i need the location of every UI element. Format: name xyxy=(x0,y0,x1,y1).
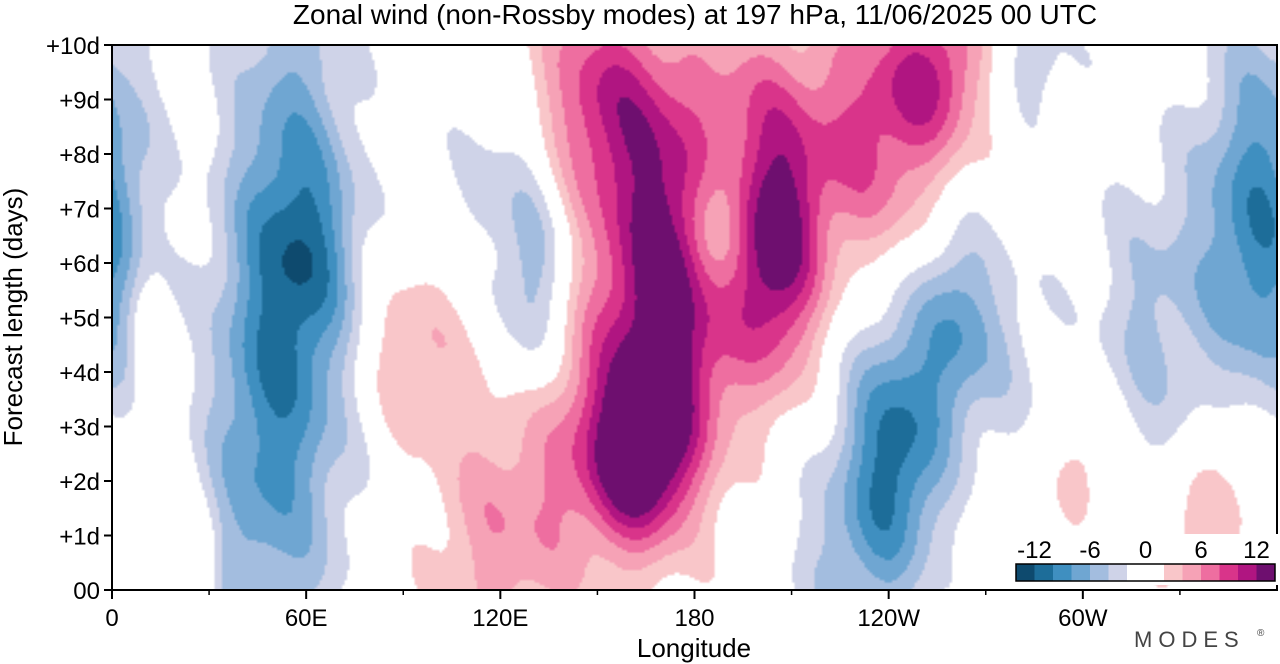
y-tick-label-8: +8d xyxy=(59,142,100,169)
x-tick-label-0: 0 xyxy=(105,605,118,632)
colorbar-swatch-5 xyxy=(1108,564,1128,581)
x-tick-label-2: 120E xyxy=(472,605,528,632)
y-axis: 00 +1d +2d +3d +4d +5d +6d +7d +8d +9d +10d xyxy=(46,33,112,605)
colorbar-frame xyxy=(1015,563,1276,582)
y-axis-label: Forecast length (days) xyxy=(0,188,28,447)
y-tick-label-1: +1d xyxy=(59,524,100,551)
x-tick-label-4: 120W xyxy=(857,605,920,632)
y-tick-label-9: +9d xyxy=(59,88,100,115)
colorbar-swatch-0 xyxy=(1016,564,1035,581)
y-tick-label-3: +3d xyxy=(59,415,100,442)
colorbar-swatch-11 xyxy=(1238,564,1257,581)
colorbar-swatch-10 xyxy=(1219,564,1239,581)
colorbar-swatch-3 xyxy=(1071,564,1091,581)
brand-logo: MODES ® xyxy=(1134,627,1265,652)
x-axis-label: Longitude xyxy=(637,633,751,663)
y-tick-label-7: +7d xyxy=(59,197,100,224)
colorbar-tick-label-3: 6 xyxy=(1194,537,1207,564)
colorbar-tick-label-0: -12 xyxy=(1017,537,1052,564)
x-tick-label-1: 60E xyxy=(285,605,328,632)
plot-area xyxy=(111,44,1278,591)
colorbar: -12 -6 0 6 12 xyxy=(1013,534,1280,585)
brand-text: MODES xyxy=(1134,627,1245,652)
x-tick-label-3: 180 xyxy=(674,605,714,632)
x-axis: 0 60E 120E 180 120W 60W xyxy=(105,590,1181,632)
y-tick-label-2: +2d xyxy=(59,469,100,496)
colorbar-tick-label-2: 0 xyxy=(1139,537,1152,564)
colorbar-swatch-9 xyxy=(1201,564,1220,581)
colorbar-swatch-2 xyxy=(1053,564,1072,581)
colorbar-swatch-1 xyxy=(1034,564,1054,581)
colorbar-tick-label-4: 12 xyxy=(1243,537,1270,564)
y-tick-label-5: +5d xyxy=(59,306,100,333)
heatmap-field xyxy=(112,45,1277,590)
colorbar-swatch-6 xyxy=(1127,564,1165,581)
colorbar-tick-label-1: -6 xyxy=(1079,537,1100,564)
colorbar-swatch-12 xyxy=(1256,564,1276,581)
y-tick-label-6: +6d xyxy=(59,251,100,278)
colorbar-swatch-7 xyxy=(1164,564,1183,581)
chart-title: Zonal wind (non-Rossby modes) at 197 hPa… xyxy=(293,0,1097,30)
x-tick-label-5: 60W xyxy=(1058,605,1108,632)
brand-mark: ® xyxy=(1257,628,1265,639)
y-tick-label-0: 00 xyxy=(73,578,100,605)
y-tick-label-10: +10d xyxy=(46,33,100,60)
colorbar-swatch-4 xyxy=(1090,564,1109,581)
colorbar-swatch-8 xyxy=(1182,564,1202,581)
y-tick-label-4: +4d xyxy=(59,360,100,387)
